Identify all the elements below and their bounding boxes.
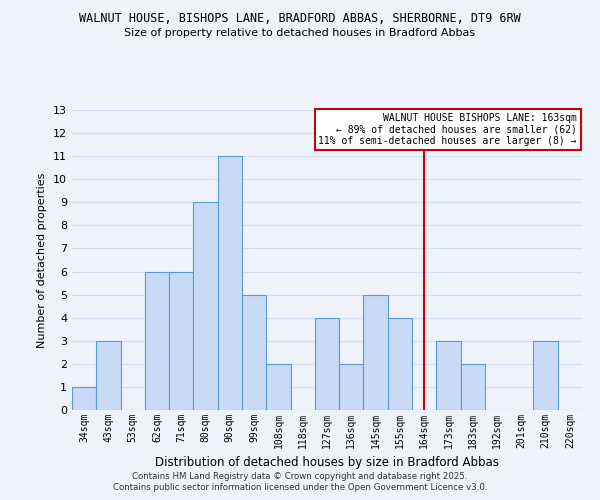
Text: WALNUT HOUSE, BISHOPS LANE, BRADFORD ABBAS, SHERBORNE, DT9 6RW: WALNUT HOUSE, BISHOPS LANE, BRADFORD ABB… [79,12,521,26]
Text: Size of property relative to detached houses in Bradford Abbas: Size of property relative to detached ho… [124,28,476,38]
Bar [364,294,388,410]
Y-axis label: Number of detached properties: Number of detached properties [37,172,47,348]
Bar [242,294,266,410]
Bar [339,364,364,410]
Bar [388,318,412,410]
Bar [193,202,218,410]
Bar [461,364,485,410]
X-axis label: Distribution of detached houses by size in Bradford Abbas: Distribution of detached houses by size … [155,456,499,469]
Text: WALNUT HOUSE BISHOPS LANE: 163sqm
← 89% of detached houses are smaller (62)
11% : WALNUT HOUSE BISHOPS LANE: 163sqm ← 89% … [319,113,577,146]
Bar [436,341,461,410]
Bar [169,272,193,410]
Bar [72,387,96,410]
Text: Contains HM Land Registry data © Crown copyright and database right 2025.: Contains HM Land Registry data © Crown c… [132,472,468,481]
Bar [315,318,339,410]
Bar [145,272,169,410]
Bar [266,364,290,410]
Bar [218,156,242,410]
Bar [533,341,558,410]
Bar [96,341,121,410]
Text: Contains public sector information licensed under the Open Government Licence v3: Contains public sector information licen… [113,484,487,492]
